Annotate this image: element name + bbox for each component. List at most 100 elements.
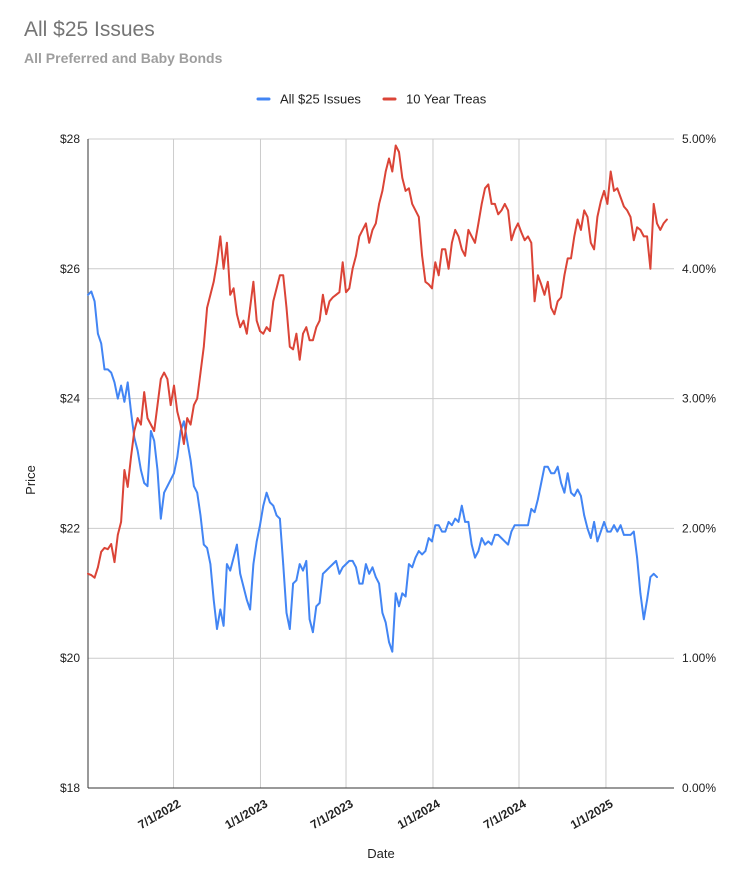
data-point (480, 537, 483, 539)
data-point (196, 491, 198, 494)
series-layer (87, 144, 668, 653)
data-point (226, 242, 228, 244)
data-point (123, 401, 126, 403)
data-point (573, 235, 576, 238)
data-point (590, 537, 592, 539)
data-point (120, 384, 122, 387)
data-point (639, 229, 642, 231)
data-point (467, 521, 470, 523)
data-point (600, 200, 602, 203)
data-point (421, 255, 423, 257)
data-point (186, 417, 188, 419)
data-point (586, 216, 589, 218)
data-point (206, 547, 208, 549)
data-point (298, 563, 301, 565)
data-point (391, 170, 394, 173)
data-point (255, 540, 258, 543)
data-point (176, 410, 179, 413)
data-point (560, 482, 562, 484)
data-point (365, 563, 367, 565)
data-point (338, 291, 341, 294)
data-point (236, 543, 238, 546)
data-point (358, 582, 361, 585)
data-point (474, 556, 476, 559)
data-point (606, 530, 609, 533)
data-point (470, 235, 473, 238)
data-point (580, 495, 582, 497)
data-point (563, 274, 566, 277)
data-point (212, 281, 215, 283)
data-point (441, 530, 443, 533)
axis-labels: Price Date (23, 465, 395, 861)
data-point (160, 517, 162, 520)
data-point (523, 524, 526, 526)
data-point (626, 534, 628, 536)
data-point (361, 582, 364, 585)
data-point (239, 573, 241, 575)
data-point (543, 294, 546, 296)
data-point (517, 222, 519, 225)
data-point (616, 187, 619, 190)
data-point (609, 170, 612, 173)
data-point (553, 313, 556, 316)
data-point (500, 537, 503, 539)
data-point (153, 430, 155, 432)
y2-tick-label: 1.00% (682, 651, 716, 665)
data-point (590, 242, 592, 244)
data-point (87, 294, 89, 296)
data-point (613, 190, 615, 192)
data-point (298, 358, 301, 361)
data-point (441, 248, 443, 251)
x-tick-label: 1/1/2023 (223, 796, 271, 832)
data-point (643, 235, 645, 238)
data-point (203, 345, 205, 348)
data-point (537, 498, 539, 501)
data-point (328, 300, 331, 303)
data-point (570, 257, 572, 260)
data-point (513, 524, 516, 526)
data-point (480, 203, 483, 205)
data-point (484, 187, 486, 190)
data-point (325, 313, 328, 316)
data-point (355, 566, 357, 569)
data-point (593, 521, 595, 523)
data-point (285, 306, 288, 309)
data-point (583, 209, 585, 212)
data-point (467, 229, 470, 231)
data-point (586, 527, 589, 530)
data-point (659, 229, 662, 231)
data-point (232, 556, 235, 559)
data-point (609, 530, 612, 533)
data-point (169, 478, 172, 481)
data-point (520, 524, 523, 526)
data-point (454, 229, 457, 231)
data-point (173, 384, 175, 387)
data-point (216, 628, 218, 630)
data-point (318, 319, 321, 322)
data-point (153, 440, 155, 442)
data-point (209, 294, 212, 296)
data-point (633, 239, 635, 241)
data-point (547, 281, 549, 283)
data-point (431, 287, 433, 290)
data-point (375, 576, 377, 578)
data-point (146, 417, 149, 419)
data-point (229, 294, 231, 296)
legend: All $25 Issues 10 Year Treas (256, 92, 487, 107)
data-point (322, 573, 324, 575)
data-point (126, 381, 129, 384)
data-point (318, 602, 321, 604)
data-point (193, 404, 195, 406)
data-point (639, 592, 642, 595)
data-point (504, 540, 506, 543)
y-tick-label: $20 (60, 651, 80, 665)
data-point (93, 300, 96, 303)
data-point (560, 296, 562, 299)
data-point (117, 397, 119, 400)
data-point (596, 216, 599, 218)
data-point (183, 443, 185, 445)
data-point (279, 517, 281, 520)
data-point (424, 281, 427, 283)
data-point (629, 534, 632, 536)
